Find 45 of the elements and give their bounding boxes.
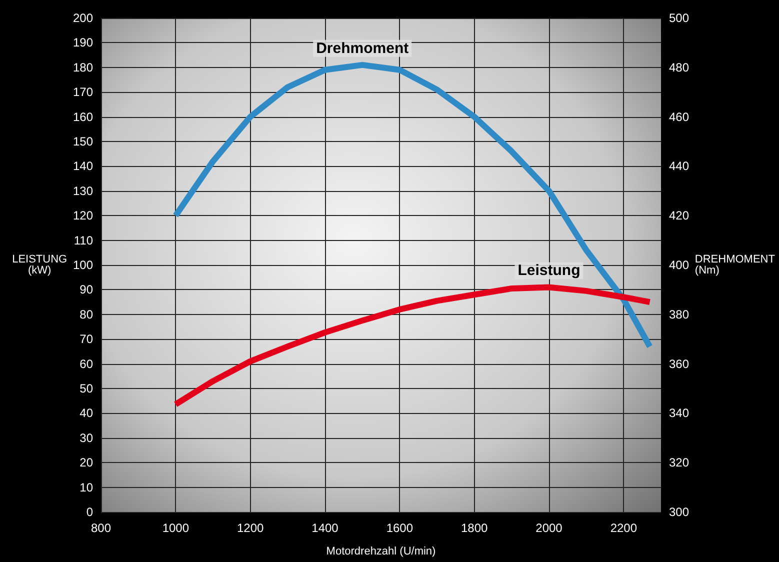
y-tick-label: 100	[72, 258, 94, 272]
y-tick-label: 90	[80, 282, 94, 297]
y2-tick-label: 480	[669, 60, 690, 74]
y-tick-label: 60	[80, 356, 94, 371]
x-tick-label: 1600	[386, 521, 414, 535]
y2-tick-label: 380	[669, 307, 690, 322]
x-axis-title: Motordrehzahl (U/min)	[326, 546, 436, 558]
x-tick-label: 1000	[162, 521, 190, 535]
y-tick-label: 150	[72, 134, 94, 148]
series-label: Leistung	[518, 262, 580, 280]
x-tick-label: 800	[90, 521, 112, 535]
y-tick-label: 50	[80, 382, 94, 396]
x-tick-label: 1200	[236, 521, 264, 535]
y2-tick-label: 400	[669, 258, 690, 272]
series-label: Drehmoment	[316, 40, 409, 57]
y-tick-label: 10	[80, 480, 94, 494]
y-tick-label: 140	[72, 159, 94, 174]
y-tick-label: 180	[72, 60, 94, 74]
y-tick-label: 70	[80, 332, 94, 346]
y2-axis-title: DREHMOMENT (Nm)	[694, 254, 776, 276]
y-tick-label: 30	[80, 430, 94, 445]
y2-tick-label: 440	[669, 159, 690, 174]
y-tick-label: 200	[72, 11, 94, 25]
y-tick-label: 20	[80, 456, 94, 470]
x-tick-label: 1400	[312, 521, 339, 535]
x-tick-label: 1800	[460, 521, 488, 535]
y-tick-label: 80	[80, 307, 94, 322]
y2-tick-label: 320	[669, 456, 690, 470]
x-tick-label: 2000	[536, 521, 563, 535]
x-tick-label: 2200	[610, 521, 638, 535]
y-tick-label: 130	[72, 184, 94, 198]
y-tick-label: 170	[72, 85, 94, 100]
y-tick-label: 110	[74, 233, 94, 248]
y2-tick-label: 340	[669, 406, 690, 420]
y-tick-label: 190	[72, 36, 94, 50]
y2-tick-label: 300	[669, 505, 690, 519]
y2-tick-label: 360	[669, 356, 690, 371]
y-tick-label: 120	[72, 208, 94, 223]
y2-tick-label: 500	[669, 11, 690, 25]
y-tick-label: 160	[72, 110, 94, 124]
y2-tick-label: 460	[669, 110, 690, 124]
y2-tick-label: 420	[669, 208, 690, 223]
y-tick-label: 40	[80, 406, 94, 420]
y-axis-title: LEISTUNG (kW)	[12, 254, 68, 276]
y-tick-label: 0	[86, 505, 94, 519]
